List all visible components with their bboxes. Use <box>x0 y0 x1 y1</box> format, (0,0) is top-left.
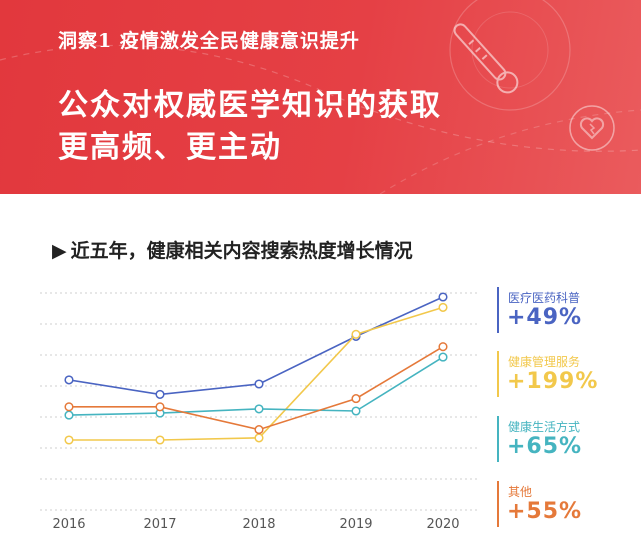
data-point-s4-2018 <box>254 425 264 435</box>
chart-title: ▶ 近五年，健康相关内容搜索热度增长情况 <box>52 236 413 263</box>
data-point-s2-2018 <box>254 433 264 443</box>
data-point-s2-2016 <box>64 435 74 445</box>
data-point-s3-2016 <box>64 410 74 420</box>
headline-line-1: 公众对权威医学知识的获取 <box>58 88 442 123</box>
legend-series-name: 其他 <box>508 485 533 499</box>
x-tick-label: 2020 <box>426 517 459 532</box>
data-point-s1-2016 <box>64 375 74 385</box>
x-tick-label: 2017 <box>143 517 176 532</box>
series-line-2 <box>69 306 444 441</box>
x-tick-label: 2016 <box>52 517 85 532</box>
legend-growth-value: +55% <box>507 499 583 524</box>
legend-color-bar <box>497 481 499 527</box>
data-point-s3-2020 <box>438 352 448 362</box>
data-point-s4-2016 <box>64 402 74 412</box>
legend-color-bar <box>497 416 499 462</box>
legend-growth-value: +199% <box>507 369 599 394</box>
thermometer-icon <box>453 23 519 94</box>
legend-growth-value: +65% <box>507 434 583 459</box>
data-point-s2-2017 <box>155 435 165 445</box>
legend-series-name: 健康管理服务 <box>508 355 581 369</box>
chart-title-text: 近五年，健康相关内容搜索热度增长情况 <box>70 240 413 262</box>
header-banner: 洞察1 疫情激发全民健康意识提升 公众对权威医学知识的获取 更高频、更主动 <box>0 0 641 194</box>
legend-series-name: 健康生活方式 <box>508 420 581 434</box>
data-point-s1-2018 <box>254 379 264 389</box>
insight-label: 洞察1 疫情激发全民健康意识提升 <box>58 30 360 52</box>
data-point-s4-2020 <box>438 342 448 352</box>
x-tick-label: 2018 <box>242 517 275 532</box>
banner-decoration <box>0 0 641 194</box>
heart-shield-icon <box>569 105 615 151</box>
data-point-s4-2017 <box>155 402 165 412</box>
data-point-s1-2020 <box>438 292 448 302</box>
headline-line-2: 更高频、更主动 <box>58 130 282 165</box>
data-point-s2-2020 <box>438 302 448 312</box>
x-tick-label: 2019 <box>339 517 372 532</box>
data-point-s4-2019 <box>351 394 361 404</box>
data-point-s1-2017 <box>155 389 165 399</box>
legend-color-bar <box>497 351 499 397</box>
legend-series-name: 医疗医药科普 <box>508 291 581 305</box>
play-triangle-icon: ▶ <box>52 240 67 262</box>
data-point-s3-2018 <box>254 404 264 414</box>
data-point-s3-2019 <box>351 406 361 416</box>
legend-color-bar <box>497 287 499 333</box>
data-point-s2-2019 <box>351 329 361 339</box>
legend-growth-value: +49% <box>507 305 583 330</box>
